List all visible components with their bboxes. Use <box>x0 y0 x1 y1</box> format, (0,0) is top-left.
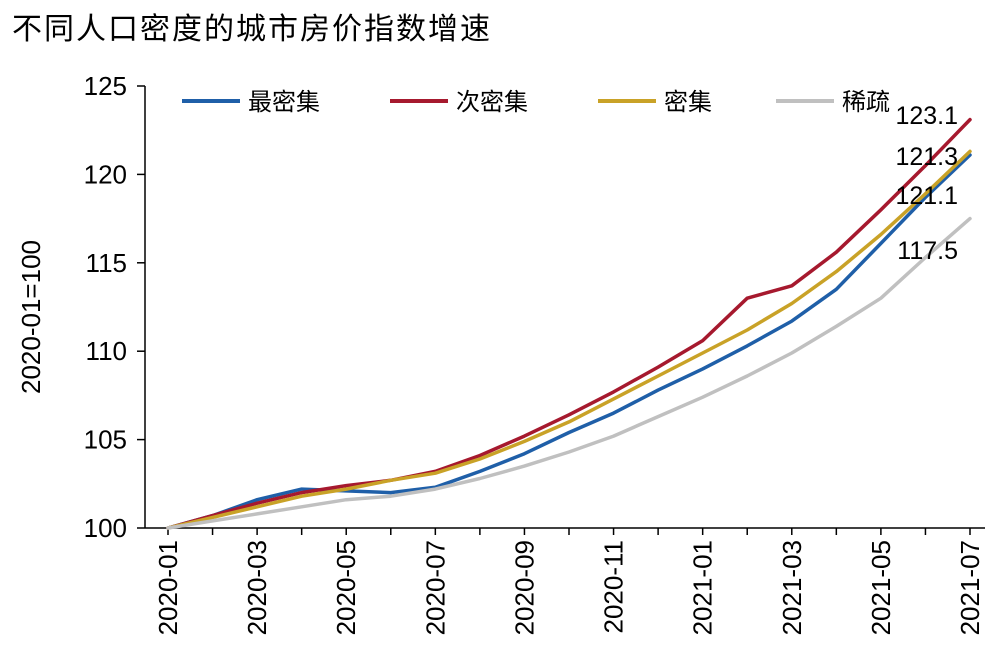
legend-label: 稀疏 <box>842 88 890 116</box>
end-value-label: 121.1 <box>895 182 958 210</box>
x-tick-label: 2020-03 <box>242 540 272 635</box>
legend-label: 最密集 <box>248 88 320 116</box>
x-tick-label: 2020-05 <box>331 540 361 635</box>
legend-label: 次密集 <box>456 88 528 116</box>
y-tick-label: 105 <box>84 425 127 455</box>
end-value-label: 121.3 <box>895 143 958 171</box>
y-axis-label: 2020-01=100 <box>16 240 46 394</box>
end-value-label: 117.5 <box>897 237 958 265</box>
y-tick-label: 110 <box>86 336 127 366</box>
series-line-2 <box>166 117 972 530</box>
x-tick-label: 2020-01 <box>153 540 183 635</box>
y-tick-label: 125 <box>84 71 127 101</box>
x-tick-label: 2020-11 <box>599 540 629 634</box>
x-tick-label: 2021-07 <box>955 540 985 635</box>
series-line-1 <box>166 153 972 530</box>
y-tick-label: 100 <box>84 513 127 543</box>
x-tick-label: 2020-09 <box>509 540 539 635</box>
x-tick-label: 2021-01 <box>688 540 718 635</box>
legend-label: 密集 <box>664 88 712 116</box>
chart-title: 不同人口密度的城市房价指数增速 <box>12 12 492 47</box>
x-tick-label: 2020-07 <box>420 540 450 635</box>
series-line-4 <box>166 216 972 530</box>
x-tick-label: 2021-03 <box>777 540 807 635</box>
end-value-label: 123.1 <box>895 102 958 130</box>
x-tick-label: 2021-05 <box>866 540 896 635</box>
y-tick-label: 120 <box>84 159 127 189</box>
y-tick-label: 115 <box>86 248 127 278</box>
series-line-3 <box>166 149 972 530</box>
